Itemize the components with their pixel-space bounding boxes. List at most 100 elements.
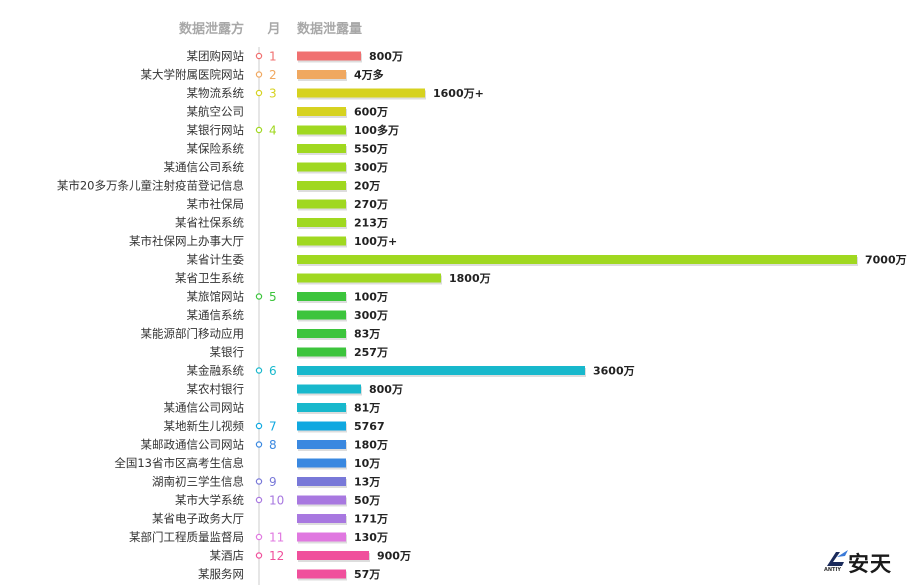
bar-row: 某农村银行 800万 bbox=[187, 382, 403, 396]
source-label: 某航空公司 bbox=[187, 105, 245, 119]
value-label: 213万 bbox=[354, 217, 388, 230]
bar bbox=[297, 569, 346, 579]
bar bbox=[297, 144, 346, 153]
value-label: 300万 bbox=[354, 309, 388, 322]
bar bbox=[297, 181, 346, 190]
source-label: 某农村银行 bbox=[187, 382, 245, 396]
value-label: 800万 bbox=[369, 383, 403, 396]
value-label: 1600万+ bbox=[433, 87, 484, 100]
value-label: 600万 bbox=[354, 106, 388, 119]
logo-mark-icon bbox=[827, 550, 848, 566]
bar-row: 某保险系统 550万 bbox=[187, 142, 388, 156]
value-label: 5767 bbox=[354, 420, 385, 433]
value-label: 130万 bbox=[354, 531, 388, 544]
bar bbox=[297, 218, 346, 227]
bar-row: 某地新生儿视频 7 5767 bbox=[164, 419, 385, 434]
source-label: 某金融系统 bbox=[187, 364, 245, 378]
value-label: 81万 bbox=[354, 402, 380, 415]
month-marker bbox=[255, 496, 263, 504]
value-label: 13万 bbox=[354, 476, 380, 489]
bar-row: 某旅馆网站 5 100万 bbox=[187, 290, 388, 305]
bar-row: 某通信公司系统 300万 bbox=[164, 160, 388, 174]
month-marker bbox=[255, 478, 263, 485]
month-marker bbox=[255, 52, 263, 60]
value-label: 900万 bbox=[377, 550, 411, 563]
bar-row: 某市社保局 270万 bbox=[187, 197, 388, 211]
value-label: 1800万 bbox=[449, 272, 491, 285]
month-marker bbox=[255, 89, 263, 97]
month-label: 3 bbox=[269, 87, 277, 101]
bar bbox=[297, 384, 361, 394]
bar-row: 某物流系统 3 1600万+ bbox=[187, 86, 484, 101]
header-amount: 数据泄露量 bbox=[297, 21, 362, 37]
value-label: 50万 bbox=[354, 494, 380, 507]
source-label: 某大学附属医院网站 bbox=[141, 68, 245, 82]
source-label: 某市大学系统 bbox=[175, 493, 244, 507]
bar-row: 全国13省市区高考生信息 10万 bbox=[114, 456, 380, 470]
source-label: 某地新生儿视频 bbox=[164, 419, 245, 433]
source-label: 某酒店 bbox=[210, 549, 245, 563]
bar-row: 某市20多万条儿童注射疫苗登记信息 20万 bbox=[57, 179, 380, 193]
bar bbox=[297, 162, 346, 172]
month-label: 7 bbox=[269, 420, 277, 434]
bar-row: 某金融系统 6 3600万 bbox=[187, 364, 635, 379]
bar-row: 某部门工程质量监督局 11 130万 bbox=[129, 530, 388, 545]
bar bbox=[297, 532, 346, 542]
month-label: 9 bbox=[269, 475, 277, 489]
bar bbox=[297, 107, 346, 116]
bar bbox=[297, 125, 346, 135]
value-label: 57万 bbox=[354, 568, 380, 581]
bar bbox=[297, 292, 346, 301]
bar-row: 某银行网站 4 100多万 bbox=[187, 123, 399, 138]
source-label: 某通信公司网站 bbox=[164, 401, 245, 415]
month-marker bbox=[255, 533, 263, 541]
month-label: 4 bbox=[269, 124, 277, 138]
month-marker bbox=[255, 293, 263, 300]
month-marker bbox=[255, 552, 263, 559]
month-label: 1 bbox=[269, 50, 277, 64]
value-label: 257万 bbox=[354, 346, 388, 359]
logo-en-text: ANTIY bbox=[824, 567, 841, 573]
header-source: 数据泄露方 bbox=[179, 21, 244, 37]
value-label: 171万 bbox=[354, 513, 388, 526]
bar bbox=[297, 403, 346, 412]
source-label: 某省社保系统 bbox=[175, 216, 244, 230]
value-label: 10万 bbox=[354, 457, 380, 470]
bar bbox=[297, 551, 369, 560]
source-label: 某省卫生系统 bbox=[175, 271, 244, 285]
source-label: 某通信公司系统 bbox=[164, 160, 245, 174]
bar-row: 某省计生委 7000万 bbox=[187, 253, 907, 267]
bar bbox=[297, 310, 346, 320]
logo-text: 安天 bbox=[848, 552, 892, 576]
month-label: 10 bbox=[269, 494, 284, 508]
month-label: 12 bbox=[269, 549, 284, 563]
bar bbox=[297, 199, 346, 209]
bar bbox=[297, 366, 585, 375]
value-label: 550万 bbox=[354, 143, 388, 156]
value-label: 7000万 bbox=[865, 254, 907, 267]
bar bbox=[297, 329, 346, 338]
source-label: 某省计生委 bbox=[187, 253, 245, 267]
bar-row: 某能源部门移动应用 83万 bbox=[141, 327, 381, 341]
source-label: 某市20多万条儿童注射疫苗登记信息 bbox=[57, 179, 244, 193]
value-label: 4万多 bbox=[354, 68, 384, 82]
source-label: 某通信系统 bbox=[187, 308, 245, 322]
source-label: 某旅馆网站 bbox=[187, 290, 245, 304]
source-label: 某服务网 bbox=[198, 567, 244, 581]
bar-row: 某通信系统 300万 bbox=[187, 308, 388, 322]
source-label: 某市社保局 bbox=[187, 197, 245, 211]
source-label: 某市社保网上办事大厅 bbox=[129, 234, 244, 248]
source-label: 某能源部门移动应用 bbox=[141, 327, 245, 341]
source-label: 湖南初三学生信息 bbox=[152, 475, 244, 489]
bar-row: 某省卫生系统 1800万 bbox=[175, 271, 491, 285]
bar-row: 某市社保网上办事大厅 100万+ bbox=[129, 234, 397, 248]
bar bbox=[297, 88, 425, 98]
month-label: 6 bbox=[269, 364, 277, 378]
month-marker bbox=[255, 126, 263, 134]
bar bbox=[297, 421, 346, 431]
source-label: 某银行网站 bbox=[187, 123, 245, 137]
source-label: 全国13省市区高考生信息 bbox=[114, 456, 244, 470]
month-label: 8 bbox=[269, 438, 277, 452]
